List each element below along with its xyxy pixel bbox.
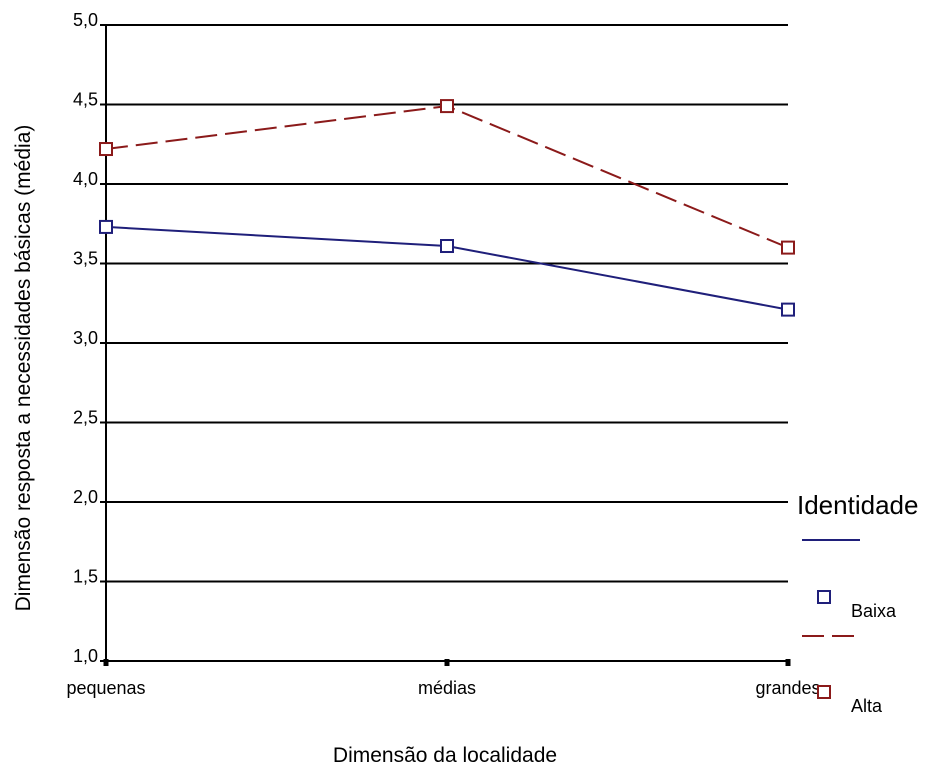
x-tick-mark-1	[444, 659, 450, 666]
legend-title: Identidade	[797, 490, 918, 520]
legend-label-alta: Alta	[851, 696, 883, 716]
marker-alta-1	[440, 99, 454, 114]
legend-marker-alta	[817, 685, 831, 699]
marker-alta-2	[781, 240, 795, 255]
legend-marker-baixa	[817, 590, 831, 604]
y-axis-title: Dimensão resposta a necessidades básicas…	[12, 125, 35, 612]
x-tick-label-0: pequenas	[66, 678, 145, 698]
x-tick-mark-2	[785, 659, 791, 666]
marker-baixa-2	[781, 302, 795, 317]
marker-alta-0	[99, 142, 113, 157]
series-line-alta	[105, 105, 789, 249]
x-tick-label-1: médias	[418, 678, 476, 698]
marker-baixa-1	[440, 239, 454, 254]
y-tick-label-2: 2,0	[73, 487, 98, 507]
y-axis-ticks: 1,0 1,5 2,0 2,5 3,0 3,5 4,0 4,5 5,0	[73, 10, 106, 666]
y-tick-label-5: 3,5	[73, 249, 98, 269]
y-tick-label-0: 1,0	[73, 646, 98, 666]
y-tick-label-3: 2,5	[73, 408, 98, 428]
legend: Identidade Baixa Alta	[797, 490, 918, 716]
x-tick-label-2: grandes	[755, 678, 820, 698]
y-tick-label-6: 4,0	[73, 169, 98, 189]
x-tick-mark-0	[103, 659, 109, 666]
y-tick-label-1: 1,5	[73, 567, 98, 587]
y-tick-label-7: 4,5	[73, 90, 98, 110]
marker-baixa-0	[99, 219, 113, 234]
legend-label-baixa: Baixa	[851, 601, 897, 621]
grid-lines	[106, 24, 788, 662]
y-tick-label-4: 3,0	[73, 328, 98, 348]
y-tick-label-8: 5,0	[73, 10, 98, 30]
x-axis-title: Dimensão da localidade	[333, 744, 557, 767]
x-axis-ticks: pequenas médias grandes	[66, 659, 821, 698]
series-layer	[99, 99, 795, 317]
